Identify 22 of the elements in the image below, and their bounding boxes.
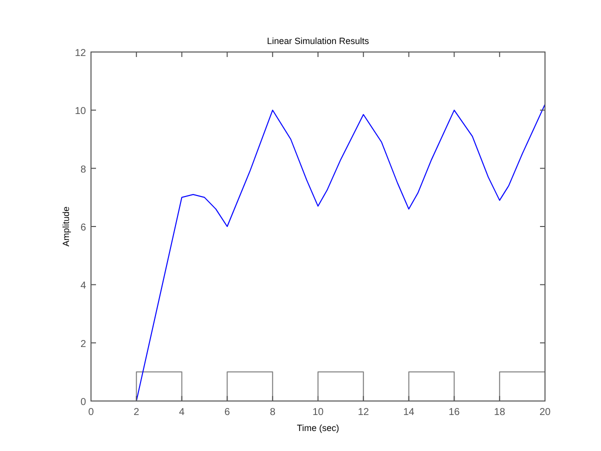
y-tick-label: 6 bbox=[80, 222, 86, 234]
x-tick-label: 2 bbox=[134, 407, 140, 418]
chart-title: Linear Simulation Results bbox=[266, 36, 370, 46]
x-tick-label: 20 bbox=[539, 407, 551, 418]
x-tick-label: 4 bbox=[179, 407, 186, 418]
y-tick-label: 0 bbox=[80, 397, 86, 408]
x-tick-label: 8 bbox=[270, 407, 276, 418]
x-tick-label: 0 bbox=[88, 407, 94, 418]
y-tick-label: 4 bbox=[80, 280, 86, 292]
y-tick-label: 12 bbox=[74, 48, 86, 59]
x-tick-label: 18 bbox=[494, 407, 506, 418]
x-tick-label: 6 bbox=[224, 407, 230, 418]
y-axis-title: Amplitude bbox=[61, 206, 71, 247]
y-tick-label: 10 bbox=[74, 106, 86, 118]
x-tick-label: 14 bbox=[403, 407, 415, 418]
y-tick-label: 2 bbox=[80, 338, 86, 350]
y-tick-label: 8 bbox=[80, 164, 86, 176]
x-tick-label: 12 bbox=[358, 407, 370, 418]
x-axis-title: Time (sec) bbox=[296, 423, 340, 433]
x-tick-label: 16 bbox=[448, 407, 460, 418]
x-tick-label: 10 bbox=[312, 407, 324, 418]
line-series bbox=[136, 104, 546, 402]
